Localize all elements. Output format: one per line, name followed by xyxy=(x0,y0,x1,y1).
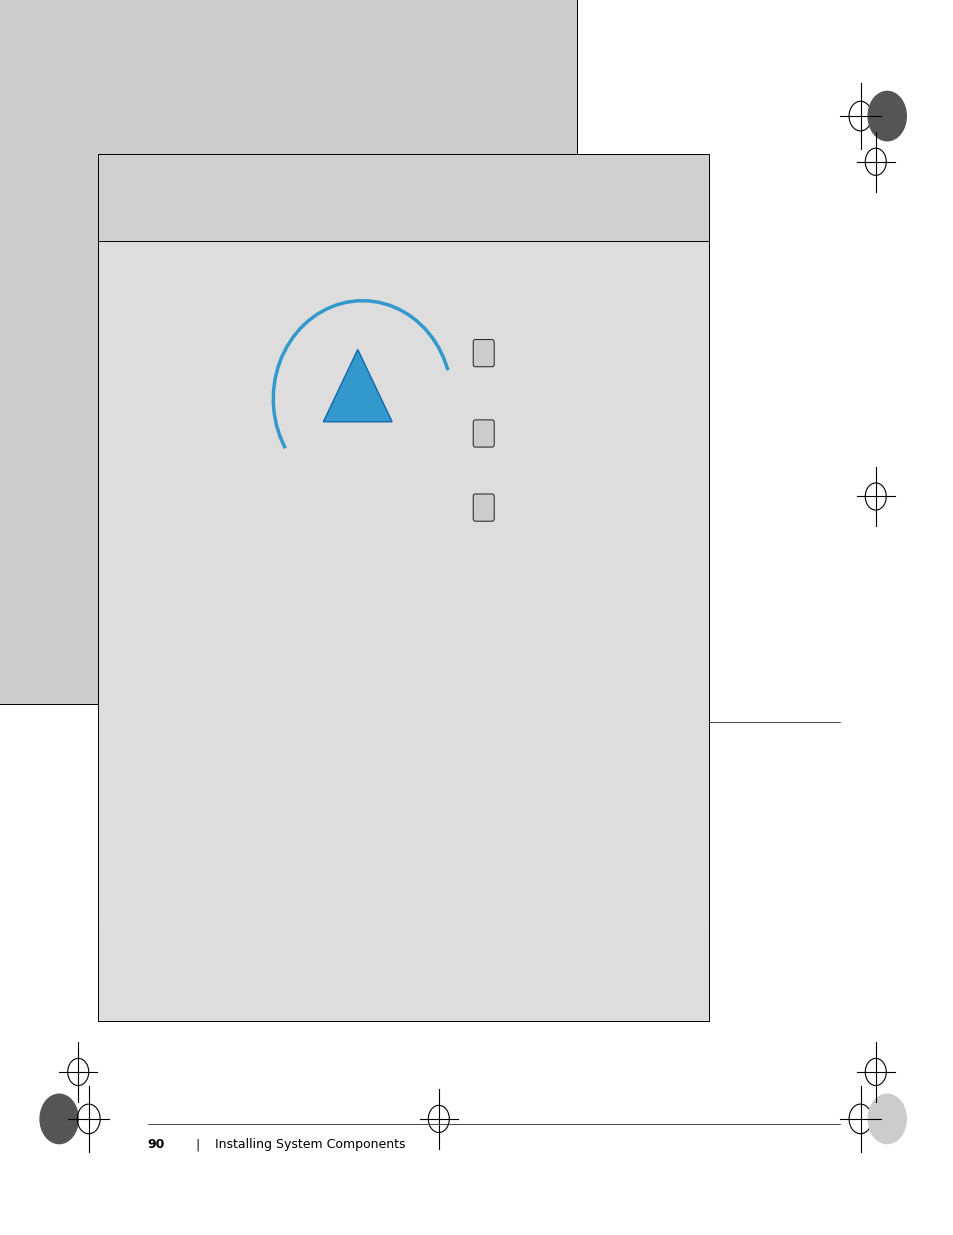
Polygon shape xyxy=(362,364,424,399)
Polygon shape xyxy=(307,399,362,452)
Polygon shape xyxy=(295,296,581,401)
Text: 2: 2 xyxy=(438,652,446,666)
Polygon shape xyxy=(319,336,362,399)
Text: |: | xyxy=(195,1137,199,1151)
Text: 3: 3 xyxy=(148,671,155,684)
Text: 1: 1 xyxy=(148,652,155,666)
Text: 90: 90 xyxy=(148,1137,165,1151)
Circle shape xyxy=(40,91,78,141)
Text: CAUTION: Many repairs may only be done by a certified service technician. You
sh: CAUTION: Many repairs may only be done b… xyxy=(186,741,683,809)
Polygon shape xyxy=(362,399,418,450)
Polygon shape xyxy=(323,350,392,422)
Polygon shape xyxy=(362,338,400,399)
Circle shape xyxy=(294,310,431,488)
FancyBboxPatch shape xyxy=(98,241,708,1021)
Text: Slide the system fan into the securing slots until the tabs lock into place.: Slide the system fan into the securing s… xyxy=(186,892,643,905)
Text: 1: 1 xyxy=(148,858,156,872)
Circle shape xyxy=(450,293,465,312)
Circle shape xyxy=(867,91,905,141)
Polygon shape xyxy=(305,372,362,409)
Text: power cable: power cable xyxy=(186,671,257,684)
Text: securing tabs: securing tabs xyxy=(476,652,557,666)
FancyBboxPatch shape xyxy=(98,154,708,926)
FancyBboxPatch shape xyxy=(473,420,494,447)
Text: 2: 2 xyxy=(148,892,156,905)
FancyBboxPatch shape xyxy=(473,494,494,521)
FancyBboxPatch shape xyxy=(0,0,577,704)
Text: 1: 1 xyxy=(240,294,248,304)
Text: Installing the Cooling Fan: Installing the Cooling Fan xyxy=(148,701,367,716)
Polygon shape xyxy=(295,296,476,500)
Text: 3: 3 xyxy=(148,924,156,937)
Circle shape xyxy=(345,377,379,421)
FancyBboxPatch shape xyxy=(473,340,494,367)
Polygon shape xyxy=(349,399,384,462)
Polygon shape xyxy=(132,725,163,757)
Circle shape xyxy=(278,478,294,498)
Circle shape xyxy=(867,1094,905,1144)
Polygon shape xyxy=(476,296,581,543)
Text: Figure 3-17.    Removing and Installing the Cooling Fan: Figure 3-17. Removing and Installing the… xyxy=(148,315,513,329)
Text: 2: 2 xyxy=(553,403,559,412)
Text: Align the tabs on the system fan with the securing slots on the chassis.: Align the tabs on the system fan with th… xyxy=(186,858,633,872)
Circle shape xyxy=(40,1094,78,1144)
Circle shape xyxy=(278,317,294,337)
Circle shape xyxy=(450,453,465,473)
Text: Connect the fan cable to the system board. See Figure 6-1 for the location
of th: Connect the fan cable to the system boar… xyxy=(186,924,651,952)
Text: Installing System Components: Installing System Components xyxy=(214,1137,405,1151)
Text: !: ! xyxy=(146,741,150,751)
Text: 3: 3 xyxy=(522,603,529,613)
Text: release tab: release tab xyxy=(186,652,253,666)
